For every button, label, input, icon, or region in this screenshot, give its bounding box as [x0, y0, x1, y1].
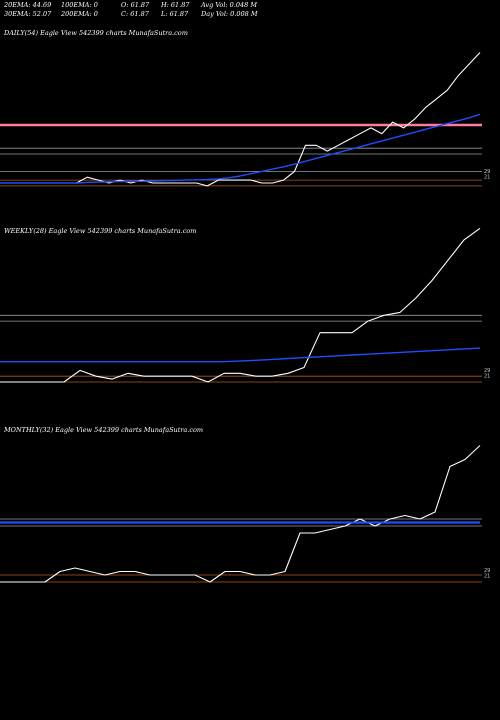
monthly-price-line — [0, 445, 481, 583]
weekly-price-line — [0, 227, 481, 383]
ema30-readout: 30EMA: 52.07 — [4, 10, 52, 18]
weekly-tick-label-1: 21 — [484, 374, 490, 380]
daily-tick-label-0: 29 — [484, 169, 490, 175]
daily-tick-label-1: 21 — [484, 175, 490, 181]
ema200-readout: 200EMA: 0 — [61, 10, 98, 18]
ema100-readout: 100EMA: 0 — [61, 1, 98, 9]
low-readout: L: 61.87 — [161, 10, 189, 18]
daily-ema-line — [0, 113, 481, 184]
monthly-panel-label: MONTHLY(32) Eagle View 542399 charts Mun… — [4, 426, 204, 434]
daily-price-line — [0, 52, 481, 187]
avg-vol-readout: Avg Vol: 0.048 M — [201, 1, 258, 9]
ema20-readout: 20EMA: 44.69 — [4, 1, 52, 9]
day-vol-readout: Day Vol: 0.008 M — [201, 10, 258, 18]
weekly-panel-label: WEEKLY(28) Eagle View 542399 charts Muna… — [4, 227, 197, 235]
close-readout: C: 61.87 — [121, 10, 149, 18]
weekly-tick-label-0: 29 — [484, 368, 490, 374]
daily-panel-label: DAILY(54) Eagle View 542399 charts Munaf… — [4, 29, 188, 37]
high-readout: H: 61.87 — [161, 1, 190, 9]
monthly-tick-label-1: 21 — [484, 574, 490, 580]
open-readout: O: 61.87 — [121, 1, 150, 9]
weekly-ema-line — [0, 347, 481, 363]
monthly-tick-label-0: 29 — [484, 568, 490, 574]
